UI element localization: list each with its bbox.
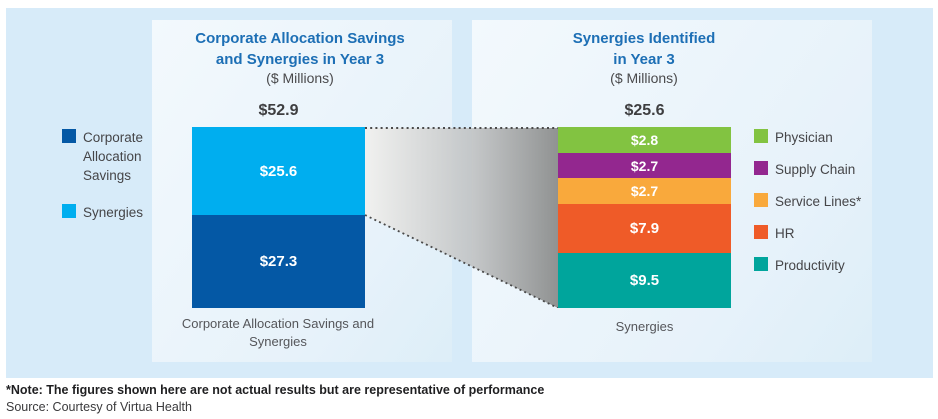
legend-swatch-supply-chain — [754, 161, 768, 175]
right-bar-segment-supply-chain-value: $2.7 — [630, 157, 659, 174]
left-chart-title: Corporate Allocation Savings and Synergi… — [150, 28, 450, 70]
legend-item-corporate-allocation-savings: Corporate Allocation Savings — [62, 128, 152, 185]
legend-swatch-physician — [754, 129, 768, 143]
legend-item-physician: Physician — [754, 128, 924, 145]
right-bar-axis-label: Synergies — [615, 319, 674, 334]
legend-item-supply-chain: Supply Chain — [754, 160, 924, 177]
legend-swatch-productivity — [754, 257, 768, 271]
legend-swatch-corporate-allocation-savings — [62, 129, 76, 143]
right-bar-segment-physician: $2.8 — [558, 127, 731, 153]
right-bar-segment-hr-value: $7.9 — [629, 219, 660, 237]
right-chart-subtitle: ($ Millions) — [610, 70, 678, 86]
funnel-shape — [365, 128, 558, 308]
right-bar-segment-service-lines-value: $2.7 — [630, 183, 659, 200]
left-bar-axis-label: Corporate Allocation Savings and Synergi… — [181, 316, 375, 349]
legend-swatch-synergies — [62, 204, 76, 218]
source-line: Source: Courtesy of Virtua Health — [6, 400, 192, 414]
left-bar-segment-synergies: $25.6 — [192, 127, 365, 216]
legend-label-corporate-allocation-savings: Corporate Allocation Savings — [83, 130, 144, 183]
right-bar-total-label: $25.6 — [624, 102, 665, 119]
legend-label-physician: Physician — [775, 130, 833, 145]
left-chart-title-line1: Corporate Allocation Savings — [195, 30, 405, 47]
left-legend: Corporate Allocation Savings Synergies — [62, 128, 152, 240]
left-chart-title-line2: and Synergies in Year 3 — [215, 51, 385, 68]
right-chart-title-line1: Synergies Identified — [572, 30, 716, 47]
legend-swatch-service-lines — [754, 193, 768, 207]
legend-item-synergies: Synergies — [62, 203, 152, 222]
right-bar-segment-service-lines: $2.7 — [558, 178, 731, 204]
right-stacked-bar: $2.8 $2.7 $2.7 $7.9 $9.5 — [558, 127, 731, 309]
left-stacked-bar: $25.6 $27.3 — [192, 127, 365, 308]
right-legend: Physician Supply Chain Service Lines* HR… — [754, 128, 924, 288]
left-bar-segment-synergies-value: $25.6 — [259, 162, 298, 180]
footnote: *Note: The figures shown here are not ac… — [6, 383, 545, 397]
legend-item-productivity: Productivity — [754, 256, 924, 273]
legend-item-service-lines: Service Lines* — [754, 192, 924, 209]
legend-label-productivity: Productivity — [775, 258, 845, 273]
left-bar-segment-corporate-allocation-savings-value: $27.3 — [259, 253, 298, 271]
left-bar-total-label: $52.9 — [258, 102, 299, 119]
legend-label-hr: HR — [775, 226, 795, 241]
legend-label-service-lines: Service Lines* — [775, 194, 862, 209]
right-chart-title: Synergies Identified in Year 3 — [494, 28, 794, 70]
left-bar-segment-corporate-allocation-savings: $27.3 — [192, 215, 365, 308]
legend-item-hr: HR — [754, 224, 924, 241]
legend-swatch-hr — [754, 225, 768, 239]
right-bar-segment-physician-value: $2.8 — [630, 131, 659, 148]
right-bar-segment-productivity: $9.5 — [558, 252, 731, 309]
right-bar-segment-supply-chain: $2.7 — [558, 152, 731, 179]
right-bar-segment-hr: $7.9 — [558, 203, 731, 253]
right-chart-title-line2: in Year 3 — [613, 51, 675, 68]
right-bar-segment-productivity-value: $9.5 — [629, 271, 660, 289]
legend-label-supply-chain: Supply Chain — [775, 162, 856, 177]
funnel-connector — [365, 127, 558, 308]
funnel-bottom-dotted-line — [365, 214, 558, 308]
left-chart-subtitle: ($ Millions) — [266, 70, 334, 86]
legend-label-synergies: Synergies — [83, 205, 144, 220]
